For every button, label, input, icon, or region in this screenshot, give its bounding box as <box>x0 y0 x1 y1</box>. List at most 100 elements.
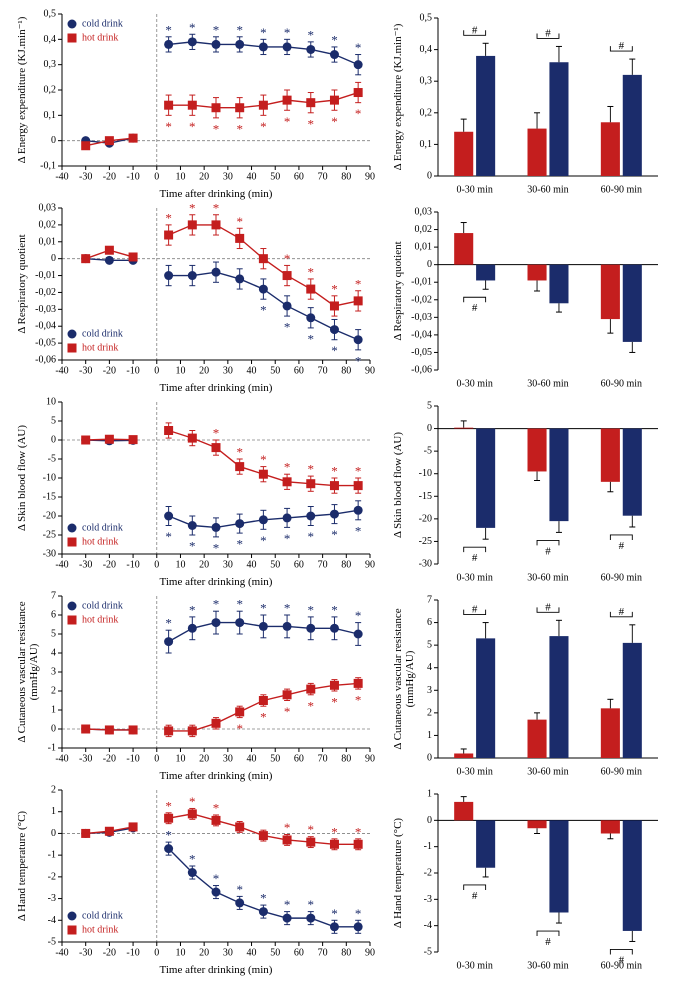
svg-text:*: * <box>284 531 291 546</box>
svg-text:30: 30 <box>223 948 233 959</box>
svg-text:-30: -30 <box>79 560 92 571</box>
svg-text:-4: -4 <box>424 920 432 931</box>
svg-text:*: * <box>189 20 196 35</box>
svg-text:10: 10 <box>175 948 185 959</box>
svg-text:-30: -30 <box>79 172 92 183</box>
svg-text:*: * <box>355 608 362 623</box>
svg-text:*: * <box>189 202 196 215</box>
svg-text:10: 10 <box>175 172 185 183</box>
svg-text:5: 5 <box>427 640 432 651</box>
svg-text:-5: -5 <box>424 947 432 958</box>
svg-text:#: # <box>472 604 478 616</box>
svg-text:-10: -10 <box>126 366 139 377</box>
svg-text:0: 0 <box>154 754 159 765</box>
svg-text:50: 50 <box>270 948 280 959</box>
svg-text:*: * <box>331 32 338 47</box>
svg-text:80: 80 <box>341 560 351 571</box>
svg-text:1: 1 <box>51 806 56 817</box>
svg-text:Time after drinking (min): Time after drinking (min) <box>160 382 273 394</box>
svg-text:0: 0 <box>427 753 432 764</box>
svg-text:*: * <box>331 527 338 542</box>
svg-text:0: 0 <box>427 423 432 434</box>
svg-text:4: 4 <box>427 662 432 673</box>
svg-text:0: 0 <box>427 259 432 270</box>
svg-text:0: 0 <box>427 815 432 826</box>
svg-text:5: 5 <box>51 416 56 427</box>
bar-chart: 01234567Δ Cutaneous vascular resistance(… <box>384 590 664 782</box>
svg-text:*: * <box>236 121 243 136</box>
svg-text:0-30 min: 0-30 min <box>456 573 492 584</box>
svg-text:0: 0 <box>154 560 159 571</box>
svg-text:10: 10 <box>175 560 185 571</box>
svg-text:cold drink: cold drink <box>82 19 123 30</box>
svg-text:#: # <box>619 954 625 966</box>
svg-text:50: 50 <box>270 754 280 765</box>
svg-text:20: 20 <box>199 366 209 377</box>
svg-text:#: # <box>545 936 551 948</box>
figure-container: -0,100,10,20,30,40,5-40-30-20-1001020304… <box>8 8 673 976</box>
svg-text:40: 40 <box>247 754 257 765</box>
chart-row: -5-4-3-2-1012-40-30-20-10010203040506070… <box>8 784 673 976</box>
svg-text:-20: -20 <box>103 366 116 377</box>
svg-text:-30: -30 <box>419 559 432 570</box>
svg-text:Δ Energy expenditure (KJ.min⁻¹: Δ Energy expenditure (KJ.min⁻¹) <box>16 16 28 163</box>
svg-text:*: * <box>260 891 267 906</box>
svg-text:30: 30 <box>223 754 233 765</box>
svg-text:30-60 min: 30-60 min <box>527 573 568 584</box>
svg-text:Δ Energy expenditure (KJ.min⁻¹: Δ Energy expenditure (KJ.min⁻¹) <box>392 23 404 170</box>
svg-text:*: * <box>236 445 243 460</box>
svg-text:0,5: 0,5 <box>420 13 433 24</box>
svg-text:-2: -2 <box>48 871 56 882</box>
svg-text:*: * <box>355 906 362 921</box>
svg-text:0: 0 <box>51 828 56 839</box>
svg-text:-25: -25 <box>419 536 432 547</box>
svg-text:70: 70 <box>318 366 328 377</box>
svg-text:*: * <box>165 119 172 134</box>
svg-text:0-30 min: 0-30 min <box>456 961 492 972</box>
svg-text:*: * <box>308 331 315 346</box>
svg-text:-10: -10 <box>126 560 139 571</box>
svg-text:-10: -10 <box>126 948 139 959</box>
svg-text:-25: -25 <box>43 530 56 541</box>
svg-text:-0,02: -0,02 <box>35 287 56 298</box>
svg-text:#: # <box>619 40 625 52</box>
svg-text:*: * <box>213 597 220 612</box>
svg-text:*: * <box>331 464 338 479</box>
svg-text:Time after drinking (min): Time after drinking (min) <box>160 964 273 976</box>
svg-text:*: * <box>355 276 362 291</box>
svg-text:*: * <box>260 303 267 318</box>
svg-text:-4: -4 <box>48 915 56 926</box>
svg-text:-40: -40 <box>55 754 68 765</box>
svg-text:0: 0 <box>51 724 56 735</box>
svg-text:#: # <box>619 540 625 552</box>
svg-text:10: 10 <box>175 754 185 765</box>
svg-text:7: 7 <box>427 595 432 606</box>
svg-text:*: * <box>165 828 172 843</box>
svg-text:-0,1: -0,1 <box>40 161 56 172</box>
svg-text:80: 80 <box>341 172 351 183</box>
chart-row: -101234567-40-30-20-10010203040506070809… <box>8 590 673 782</box>
svg-text:*: * <box>355 464 362 479</box>
svg-text:-10: -10 <box>126 172 139 183</box>
svg-text:Time after drinking (min): Time after drinking (min) <box>160 770 273 782</box>
svg-text:20: 20 <box>199 172 209 183</box>
svg-text:80: 80 <box>341 754 351 765</box>
svg-text:*: * <box>236 597 243 612</box>
svg-text:*: * <box>355 106 362 121</box>
svg-text:*: * <box>260 533 267 548</box>
svg-text:*: * <box>284 897 291 912</box>
svg-text:#: # <box>472 552 478 564</box>
svg-text:60: 60 <box>294 366 304 377</box>
svg-text:0,03: 0,03 <box>415 207 433 218</box>
svg-text:*: * <box>236 721 243 736</box>
svg-text:Δ Hand temperature (°C): Δ Hand temperature (°C) <box>392 818 404 928</box>
svg-text:#: # <box>545 601 551 613</box>
svg-text:*: * <box>189 852 196 867</box>
svg-text:70: 70 <box>318 172 328 183</box>
svg-text:cold drink: cold drink <box>82 329 123 340</box>
chart-row: -0,100,10,20,30,40,5-40-30-20-1001020304… <box>8 8 673 200</box>
svg-text:Δ Respiratory quotient: Δ Respiratory quotient <box>392 241 404 340</box>
svg-text:*: * <box>308 822 315 837</box>
svg-text:-20: -20 <box>103 754 116 765</box>
svg-text:-0,05: -0,05 <box>35 338 56 349</box>
